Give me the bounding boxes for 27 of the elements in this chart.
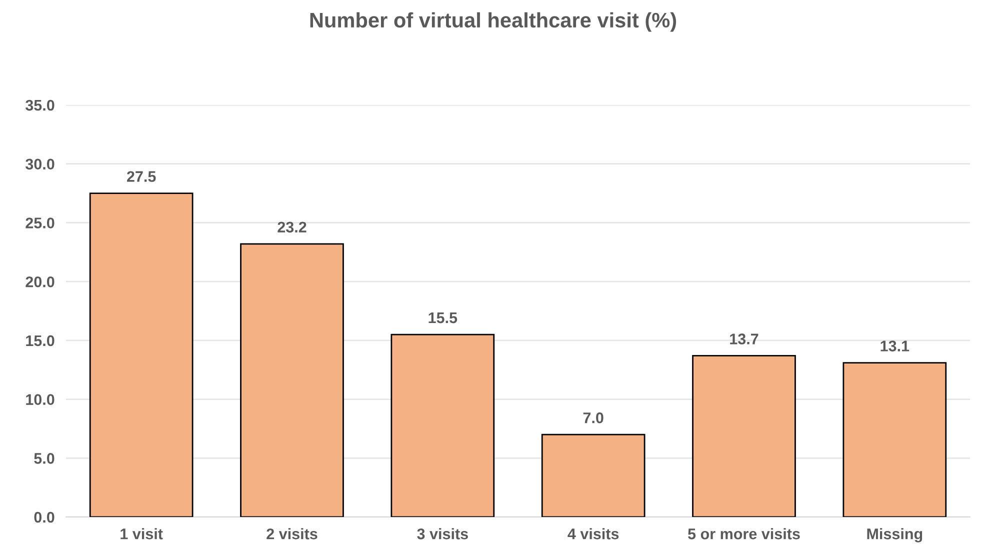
y-tick-label: 10.0 <box>26 394 54 405</box>
data-label: 23.2 <box>278 222 306 233</box>
data-label: 15.5 <box>428 312 458 324</box>
x-tick-label: 3 visits <box>417 528 468 540</box>
data-label: 7.0 <box>583 412 604 424</box>
bar <box>692 355 796 517</box>
data-label: 27.5 <box>126 171 156 182</box>
y-tick-label: 35.0 <box>26 100 54 111</box>
x-tick-label: 2 visits <box>266 528 318 540</box>
chart-title: Number of virtual healthcare visit (%) <box>310 12 676 32</box>
data-label: 13.1 <box>880 340 910 352</box>
x-tick-label: 1 visit <box>120 528 163 540</box>
bar <box>89 192 194 517</box>
data-label: 13.7 <box>730 334 758 344</box>
y-tick-label: 0.0 <box>34 512 54 523</box>
bar <box>240 243 344 517</box>
y-tick-label: 15.0 <box>26 335 54 346</box>
y-tick-label: 20.0 <box>26 276 54 288</box>
bar <box>390 334 495 517</box>
bar <box>541 434 646 517</box>
y-tick-label: 30.0 <box>26 158 54 170</box>
bar <box>842 362 947 517</box>
y-tick-label: 5.0 <box>34 453 54 464</box>
x-tick-label: 5 or more visits <box>688 528 800 540</box>
x-tick-label: 4 visits <box>568 528 619 540</box>
x-tick-label: Missing <box>867 528 922 542</box>
y-tick-label: 25.0 <box>26 218 54 228</box>
